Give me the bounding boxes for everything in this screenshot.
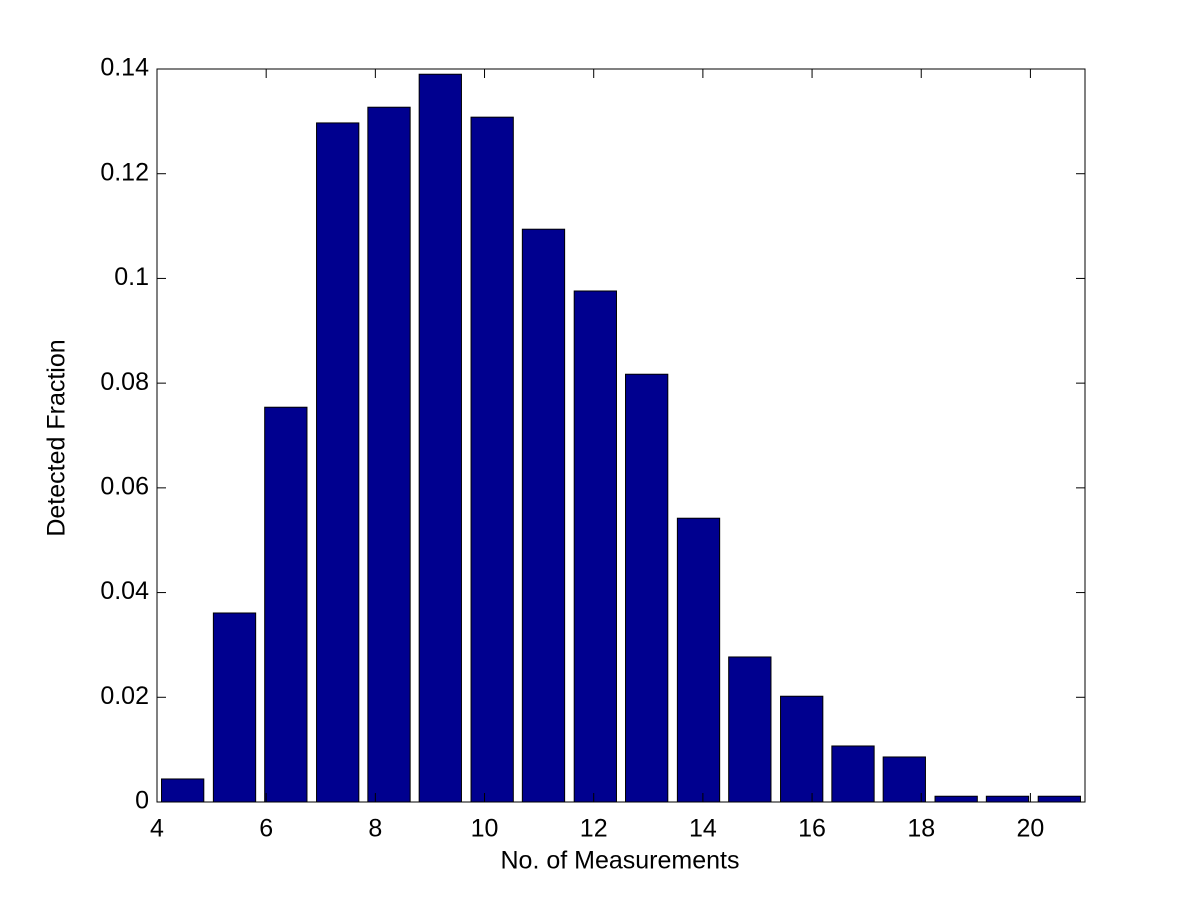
x-tick-label: 18 (907, 815, 935, 843)
bar (676, 517, 721, 803)
y-tick-label: 0.06 (100, 472, 149, 500)
y-tick-label: 0.12 (100, 158, 149, 186)
x-tick-label: 4 (150, 815, 164, 843)
bar (1037, 795, 1081, 803)
bar (316, 122, 360, 803)
bar (625, 373, 669, 803)
bar (212, 612, 257, 803)
x-tick-label: 14 (689, 815, 717, 843)
x-tick-label: 12 (580, 815, 608, 843)
bar (985, 795, 1030, 803)
bar (831, 745, 875, 803)
plot-frame (156, 68, 1086, 803)
y-tick-label: 0.1 (114, 263, 149, 291)
bar (573, 290, 617, 803)
x-tick-label: 10 (471, 815, 499, 843)
bar (264, 406, 308, 803)
bar (728, 656, 772, 803)
bar (367, 106, 411, 803)
x-tick-label: 20 (1017, 815, 1045, 843)
bar (934, 795, 978, 803)
y-tick-label: 0.14 (100, 54, 149, 82)
y-axis-label: Detected Fraction (43, 339, 71, 536)
bar (470, 116, 514, 803)
y-tick-label: 0.04 (100, 577, 149, 605)
x-tick-label: 16 (798, 815, 826, 843)
bar (161, 778, 205, 803)
x-axis-label: No. of Measurements (501, 847, 740, 875)
bar (521, 228, 566, 803)
bar (780, 695, 824, 803)
bar (882, 756, 926, 803)
x-tick-label: 6 (259, 815, 273, 843)
y-tick-label: 0.08 (100, 368, 149, 396)
x-tick-label: 8 (368, 815, 382, 843)
bar (418, 73, 462, 803)
y-tick-label: 0.02 (100, 682, 149, 710)
y-tick-label: 0 (135, 787, 149, 815)
